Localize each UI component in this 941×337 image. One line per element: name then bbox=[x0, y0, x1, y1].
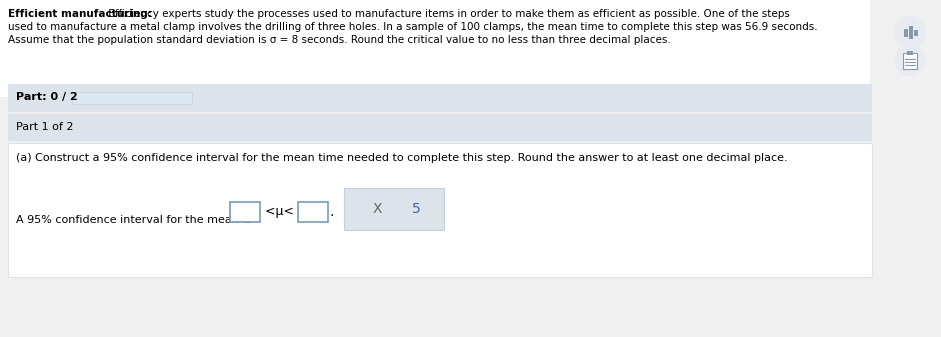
Text: Efficiency experts study the processes used to manufacture items in order to mak: Efficiency experts study the processes u… bbox=[105, 9, 789, 19]
Text: <μ<: <μ< bbox=[261, 206, 298, 218]
Text: Part: 0 / 2: Part: 0 / 2 bbox=[16, 92, 78, 102]
Bar bbox=[0, 0, 870, 97]
Text: (a) Construct a 95% confidence interval for the mean time needed to complete thi: (a) Construct a 95% confidence interval … bbox=[16, 153, 788, 163]
Text: .: . bbox=[330, 205, 334, 219]
Bar bbox=[72, 92, 192, 104]
Bar bbox=[909, 26, 913, 39]
Text: Assume that the population standard deviation is σ = 8 seconds. Round the critic: Assume that the population standard devi… bbox=[8, 35, 671, 45]
Bar bbox=[298, 202, 328, 222]
Bar bbox=[344, 188, 444, 230]
Text: 5: 5 bbox=[411, 202, 421, 216]
Text: Part 1 of 2: Part 1 of 2 bbox=[16, 122, 73, 131]
Text: used to manufacture a metal clamp involves the drilling of three holes. In a sam: used to manufacture a metal clamp involv… bbox=[8, 22, 818, 32]
Text: X: X bbox=[373, 202, 382, 216]
Text: A 95% confidence interval for the mean is: A 95% confidence interval for the mean i… bbox=[16, 215, 251, 225]
Bar bbox=[8, 84, 872, 112]
Bar bbox=[8, 114, 872, 141]
Bar bbox=[230, 202, 260, 222]
Circle shape bbox=[894, 44, 926, 76]
Bar bbox=[904, 29, 908, 37]
Bar bbox=[907, 51, 913, 55]
Bar bbox=[914, 30, 918, 36]
Text: Efficient manufacturing:: Efficient manufacturing: bbox=[8, 9, 152, 19]
Bar bbox=[903, 53, 917, 69]
Bar bbox=[0, 277, 941, 337]
Circle shape bbox=[894, 16, 926, 48]
Bar bbox=[8, 143, 872, 277]
